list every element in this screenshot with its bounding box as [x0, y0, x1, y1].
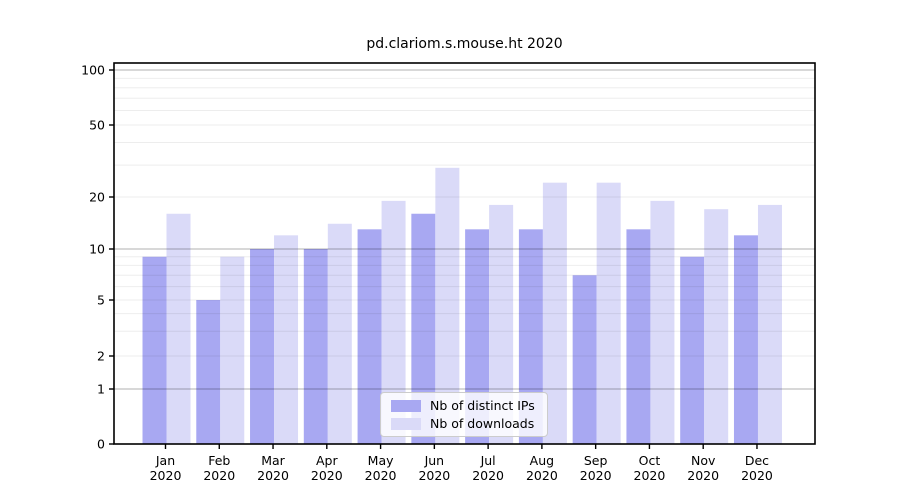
bar-downloads-jan	[166, 213, 191, 444]
x-tick-label-month: Oct	[639, 453, 661, 468]
x-tick-label-year: 2020	[203, 468, 235, 483]
bars-layer	[142, 167, 782, 445]
legend-swatch-downloads	[391, 417, 421, 430]
x-tick-label-year: 2020	[634, 468, 666, 483]
x-tick-label-year: 2020	[741, 468, 773, 483]
x-tick-label-month: Jun	[424, 453, 445, 468]
x-tick-label-year: 2020	[311, 468, 343, 483]
x-tick-label-month: Mar	[261, 453, 285, 468]
x-tick-label-month: Nov	[691, 453, 716, 468]
x-tick-label-month: Sep	[584, 453, 608, 468]
bar-downloads-oct	[650, 200, 675, 444]
y-tick-label: 10	[89, 242, 105, 257]
bar-downloads-nov	[704, 209, 729, 444]
bar-downloads-sep	[596, 182, 621, 445]
y-tick-label: 100	[81, 63, 105, 78]
x-tick-label-year: 2020	[526, 468, 558, 483]
x-tick-label-year: 2020	[687, 468, 719, 483]
x-tick-label-year: 2020	[472, 468, 504, 483]
x-tick-label-year: 2020	[150, 468, 182, 483]
y-tick-label: 5	[97, 293, 105, 308]
x-tick-label-month: Apr	[316, 453, 338, 468]
x-tick-label-month: Aug	[530, 453, 554, 468]
bar-distinct-ips-feb	[196, 300, 221, 444]
legend: Nb of distinct IPs Nb of downloads	[380, 392, 548, 437]
y-tick-label: 2	[97, 349, 105, 364]
legend-item-downloads: Nb of downloads	[391, 416, 535, 431]
legend-label-downloads: Nb of downloads	[430, 416, 535, 431]
y-tick-label: 50	[89, 118, 105, 133]
x-tick-label-month: Dec	[745, 453, 769, 468]
bar-distinct-ips-dec	[733, 235, 758, 444]
x-tick-label-month: Feb	[208, 453, 230, 468]
x-tick-label-month: Jan	[155, 453, 175, 468]
y-tick-label: 0	[97, 437, 105, 452]
bar-distinct-ips-apr	[303, 249, 328, 444]
x-tick-label-year: 2020	[580, 468, 612, 483]
x-tick-label-year: 2020	[365, 468, 397, 483]
plot-border	[113, 62, 816, 445]
bar-downloads-apr	[327, 223, 352, 444]
y-tick-label: 20	[89, 190, 105, 205]
x-tick-label-month: May	[368, 453, 394, 468]
x-tick-label-year: 2020	[418, 468, 450, 483]
bar-distinct-ips-jan	[142, 256, 167, 444]
bar-distinct-ips-oct	[626, 229, 651, 444]
legend-label-distinct-ips: Nb of distinct IPs	[430, 398, 535, 413]
bar-distinct-ips-may	[357, 229, 382, 444]
legend-swatch-distinct-ips	[391, 399, 421, 412]
x-tick-label-year: 2020	[257, 468, 289, 483]
y-axis: 0 1 2 5 10 20 50 100	[81, 63, 114, 452]
legend-item-distinct-ips: Nb of distinct IPs	[391, 398, 535, 413]
y-tick-label: 1	[97, 382, 105, 397]
bar-downloads-feb	[220, 256, 245, 444]
bar-distinct-ips-sep	[572, 275, 597, 444]
x-axis: Jan2020Feb2020Mar2020Apr2020May2020Jun20…	[150, 444, 773, 483]
chart-title: pd.clariom.s.mouse.ht 2020	[366, 36, 563, 52]
x-tick-label-month: Jul	[480, 453, 496, 468]
gridlines-layer	[114, 69, 815, 390]
bar-distinct-ips-nov	[680, 256, 705, 444]
bar-downloads-dec	[757, 204, 782, 444]
bar-downloads-mar	[274, 235, 299, 444]
bar-distinct-ips-mar	[250, 249, 275, 444]
